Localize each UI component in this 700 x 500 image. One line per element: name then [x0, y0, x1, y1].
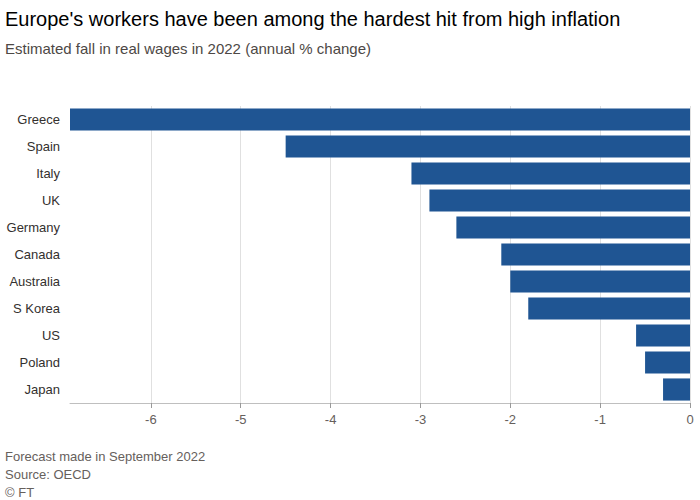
svg-text:Japan: Japan [25, 382, 60, 397]
svg-text:Source: OECD: Source: OECD [5, 467, 91, 482]
svg-text:-5: -5 [235, 412, 247, 427]
svg-text:-2: -2 [505, 412, 517, 427]
svg-text:-6: -6 [145, 412, 157, 427]
svg-text:0: 0 [686, 412, 693, 427]
svg-text:© FT: © FT [5, 485, 34, 500]
svg-text:Australia: Australia [9, 274, 60, 289]
svg-text:-1: -1 [594, 412, 606, 427]
svg-text:Italy: Italy [36, 166, 60, 181]
svg-text:Canada: Canada [14, 247, 60, 262]
svg-text:Forecast made in September 202: Forecast made in September 2022 [5, 449, 205, 464]
svg-text:UK: UK [42, 193, 60, 208]
svg-text:Spain: Spain [27, 139, 60, 154]
svg-text:Greece: Greece [17, 112, 60, 127]
svg-text:Germany: Germany [7, 220, 61, 235]
svg-text:-4: -4 [325, 412, 337, 427]
svg-text:Europe's workers have been amo: Europe's workers have been among the har… [5, 8, 620, 30]
svg-text:Estimated fall in real wages i: Estimated fall in real wages in 2022 (an… [5, 40, 371, 57]
svg-text:US: US [42, 328, 60, 343]
svg-text:S Korea: S Korea [13, 301, 61, 316]
svg-text:Poland: Poland [20, 355, 60, 370]
svg-text:-3: -3 [415, 412, 427, 427]
